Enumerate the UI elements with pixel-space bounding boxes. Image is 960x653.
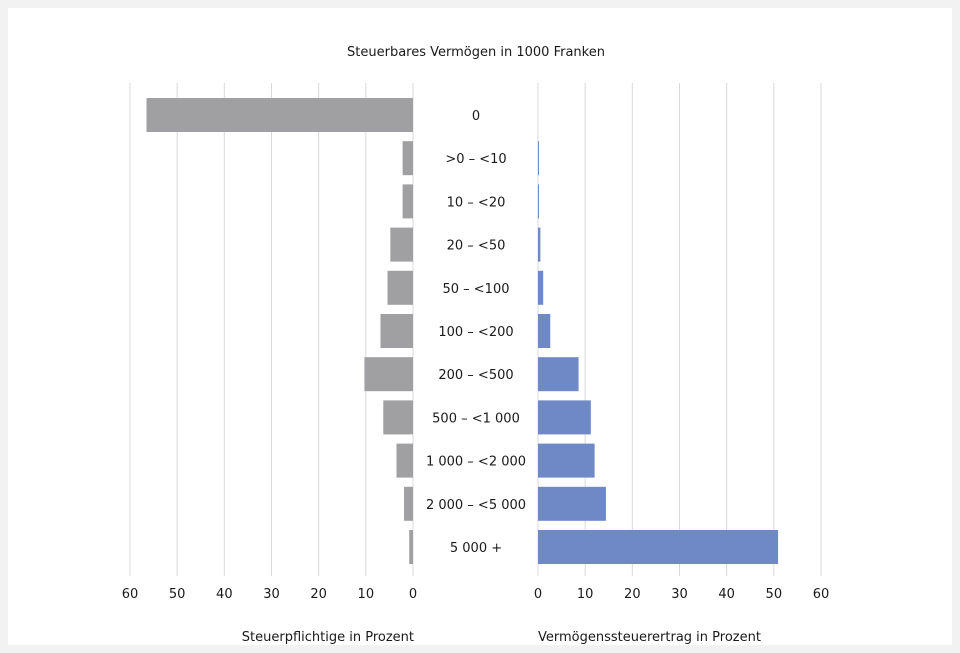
right-tick-label: 50 bbox=[766, 587, 783, 602]
category-label: 5 000 + bbox=[450, 541, 502, 556]
right-tick-label: 20 bbox=[624, 587, 641, 602]
category-label: 100 – <200 bbox=[438, 325, 513, 340]
category-label: >0 – <10 bbox=[445, 152, 506, 167]
category-label: 10 – <20 bbox=[447, 195, 506, 210]
right-bar bbox=[538, 357, 579, 392]
right-gridlines bbox=[537, 83, 822, 576]
left-gridlines bbox=[129, 83, 414, 576]
category-label: 200 – <500 bbox=[438, 368, 513, 383]
right-bars bbox=[538, 141, 779, 564]
chart-title: Steuerbares Vermögen in 1000 Franken bbox=[347, 45, 605, 60]
left-bars bbox=[146, 98, 413, 564]
butterfly-bar-chart: 0 >0 – <10 10 – <20 20 – <50 50 – <100 100 – … bbox=[122, 45, 830, 645]
chart-panel: 0 >0 – <10 10 – <20 20 – <50 50 – <100 100 – … bbox=[8, 8, 952, 645]
right-bar bbox=[538, 314, 551, 348]
left-bar bbox=[396, 443, 413, 478]
right-axis-title: Vermögenssteuerertrag in Prozent bbox=[538, 630, 761, 645]
right-bar bbox=[538, 486, 606, 521]
category-labels: 0 >0 – <10 10 – <20 20 – <50 50 – <100 100 – … bbox=[426, 109, 526, 556]
right-tick-label: 30 bbox=[671, 587, 688, 602]
left-tick-label: 0 bbox=[409, 587, 417, 602]
category-label: 500 – <1 000 bbox=[432, 411, 520, 426]
right-tick-label: 10 bbox=[577, 587, 594, 602]
left-tick-label: 50 bbox=[169, 587, 186, 602]
left-tick-label: 40 bbox=[216, 587, 233, 602]
left-tick-label: 20 bbox=[310, 587, 327, 602]
left-bar bbox=[402, 141, 413, 176]
left-bar bbox=[364, 357, 413, 392]
left-bar bbox=[404, 486, 413, 521]
left-bar bbox=[390, 227, 413, 262]
category-label: 20 – <50 bbox=[447, 239, 506, 254]
category-label: 2 000 – <5 000 bbox=[426, 498, 526, 513]
left-bar bbox=[387, 270, 413, 305]
right-bar bbox=[538, 400, 591, 435]
left-bar bbox=[409, 530, 413, 564]
right-tick-labels: 0 10 20 30 40 50 60 bbox=[534, 587, 829, 602]
right-bar bbox=[538, 270, 544, 305]
left-tick-label: 60 bbox=[122, 587, 139, 602]
category-label: 50 – <100 bbox=[442, 282, 509, 297]
left-tick-labels: 60 50 40 30 20 10 0 bbox=[122, 587, 417, 602]
right-bar bbox=[538, 141, 539, 176]
left-bar bbox=[380, 314, 413, 348]
category-label: 0 bbox=[472, 109, 480, 124]
right-bar bbox=[538, 530, 779, 564]
left-tick-label: 10 bbox=[358, 587, 375, 602]
right-bar bbox=[538, 184, 539, 219]
right-bar bbox=[538, 443, 595, 478]
right-tick-label: 60 bbox=[813, 587, 830, 602]
right-bar bbox=[538, 227, 541, 262]
left-tick-label: 30 bbox=[263, 587, 280, 602]
left-bar bbox=[146, 98, 413, 132]
category-label: 1 000 – <2 000 bbox=[426, 455, 526, 470]
right-tick-label: 0 bbox=[534, 587, 542, 602]
left-bar bbox=[383, 400, 413, 435]
left-axis-title: Steuerpflichtige in Prozent bbox=[242, 630, 414, 645]
left-bar bbox=[402, 184, 413, 219]
right-tick-label: 40 bbox=[718, 587, 735, 602]
